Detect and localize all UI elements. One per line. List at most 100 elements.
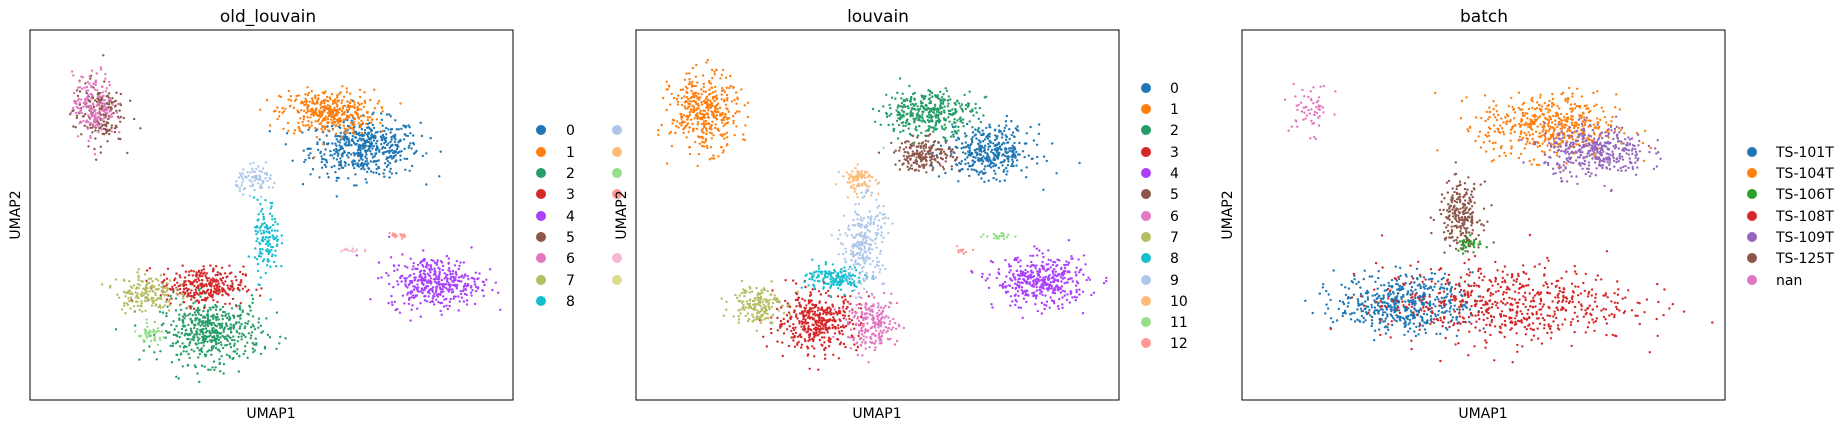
scatter-point — [141, 310, 144, 313]
scatter-point — [980, 275, 984, 279]
scatter-point — [215, 318, 218, 322]
scatter-point — [232, 335, 235, 338]
legend-item — [612, 253, 622, 263]
scatter-point — [376, 146, 379, 150]
scatter-point — [992, 158, 995, 162]
scatter-point — [473, 280, 476, 283]
scatter-point — [804, 339, 807, 343]
scatter-point — [218, 332, 221, 335]
scatter-point — [269, 245, 273, 248]
scatter-point — [405, 276, 408, 280]
scatter-point — [386, 160, 390, 163]
scatter-point — [1016, 159, 1019, 162]
scatter-point — [696, 96, 700, 100]
scatter-point — [674, 131, 677, 135]
scatter-point — [336, 105, 339, 108]
scatter-point — [1032, 294, 1035, 298]
scatter-point — [986, 154, 989, 157]
scatter-point — [981, 160, 985, 163]
scatter-point — [86, 89, 90, 92]
scatter-point — [375, 163, 378, 166]
scatter-point — [1067, 239, 1071, 242]
scatter-point — [335, 138, 338, 141]
scatter-point — [165, 312, 168, 315]
scatter-point — [212, 321, 215, 325]
scatter-point — [317, 94, 320, 97]
scatter-point — [185, 287, 188, 290]
scatter-point — [331, 99, 335, 103]
scatter-point — [280, 265, 283, 268]
scatter-point — [193, 296, 196, 300]
scatter-point — [350, 144, 353, 147]
scatter-point — [688, 146, 691, 149]
scatter-point — [1068, 271, 1071, 274]
scatter-point — [203, 339, 207, 343]
scatter-point — [822, 312, 825, 315]
legend: 0 1 2 3 4 5 6 7 8 — [536, 123, 622, 310]
scatter-point — [1011, 286, 1014, 290]
scatter-point — [704, 127, 708, 130]
scatter-point — [198, 274, 201, 277]
scatter-point — [134, 291, 137, 294]
scatter-point — [473, 302, 477, 306]
scatter-point — [695, 114, 698, 117]
scatter-point — [711, 76, 714, 80]
scatter-point — [138, 308, 141, 312]
scatter-point — [192, 270, 195, 273]
scatter-point — [397, 283, 400, 286]
scatter-point — [259, 276, 262, 279]
scatter-point — [1026, 264, 1029, 267]
scatter-point — [462, 288, 465, 291]
scatter-point — [169, 344, 172, 348]
scatter-point — [358, 131, 361, 134]
scatter-point — [470, 285, 473, 288]
scatter-point — [167, 309, 171, 312]
scatter-point — [935, 148, 938, 151]
scatter-point — [817, 290, 821, 293]
scatter-point — [341, 107, 345, 110]
scatter-point — [1018, 141, 1021, 145]
scatter-point — [796, 342, 799, 345]
scatter-point — [93, 153, 97, 156]
scatter-point — [686, 91, 689, 95]
scatter-point — [212, 360, 216, 363]
scatter-point — [177, 377, 180, 380]
scatter-point — [94, 99, 97, 102]
scatter-point — [686, 118, 689, 121]
scatter-point — [273, 229, 276, 232]
scatter-point — [188, 356, 191, 360]
scatter-point — [983, 180, 986, 184]
scatter-point — [240, 176, 244, 179]
scatter-point — [1048, 306, 1051, 309]
scatter-point — [1061, 277, 1065, 280]
scatter-point — [688, 126, 691, 129]
scatter-point — [69, 111, 73, 115]
scatter-point — [444, 286, 448, 290]
scatter-point — [150, 296, 154, 300]
scatter-point — [251, 347, 255, 350]
scatter-point — [325, 134, 328, 137]
scatter-point — [182, 350, 185, 353]
scatter-point — [1007, 160, 1010, 163]
scatter-point — [165, 329, 168, 333]
scatter-point — [253, 188, 256, 192]
scatter-point — [770, 331, 773, 335]
scatter-point — [714, 116, 717, 119]
scatter-point — [702, 131, 705, 134]
scatter-point — [335, 179, 338, 182]
scatter-point — [1030, 260, 1033, 264]
legend-item: 2 — [536, 166, 575, 182]
scatter-point — [155, 277, 158, 281]
scatter-point — [723, 90, 727, 94]
scatter-point — [726, 108, 729, 111]
scatter-point — [992, 176, 995, 180]
scatter-point — [200, 271, 203, 275]
scatter-point — [315, 113, 318, 116]
scatter-point — [209, 368, 212, 371]
scatter-point — [1071, 257, 1074, 260]
scatter-point — [983, 168, 986, 171]
scatter-point — [389, 256, 393, 259]
scatter-point — [217, 348, 220, 351]
scatter-point — [107, 116, 111, 119]
scatter-point — [336, 94, 339, 97]
